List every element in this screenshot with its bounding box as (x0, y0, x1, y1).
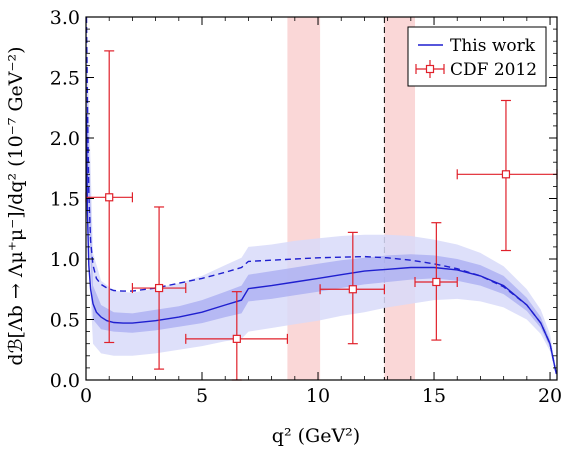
legend-cdf-label: CDF 2012 (450, 60, 537, 80)
theory-band-outer (86, 17, 557, 377)
x-tick-label: 10 (306, 385, 330, 407)
x-tick-label: 0 (80, 385, 92, 407)
cdf-point-6 (456, 99, 558, 252)
legend: This work CDF 2012 (407, 26, 547, 87)
cdf-data-points (85, 50, 558, 381)
axis-ticks: 0 5 10 15 20 0.0 0.5 1.0 1.5 2.0 2.5 3.0 (50, 7, 562, 407)
cdf-point-2 (131, 206, 187, 370)
vetoed-regions (287, 17, 416, 380)
cdf-point-5 (414, 222, 458, 341)
x-axis-label: q² (GeV²) (272, 425, 360, 447)
x-tick-label: 15 (422, 385, 446, 407)
theory-band-inner (86, 65, 557, 376)
vetoed-region-1 (287, 17, 321, 380)
y-axis-label: dℬ[Λb → Λμ⁺μ⁻]/dq² (10⁻⁷ GeV⁻²) (5, 46, 27, 365)
y-tick-label: 0.5 (50, 310, 80, 332)
dashed-curve (85, 16, 557, 375)
y-tick-label: 0.0 (50, 370, 80, 392)
x-tick-label: 20 (538, 385, 562, 407)
cdf-point-1 (85, 50, 134, 344)
y-tick-label: 1.0 (50, 249, 80, 271)
y-tick-label: 2.0 (50, 128, 80, 150)
legend-cdf-swatch (415, 60, 445, 78)
theory-bands (86, 17, 557, 377)
y-tick-label: 2.5 (50, 68, 80, 90)
y-tick-label: 3.0 (50, 7, 80, 29)
legend-this-work-label: This work (450, 36, 536, 56)
theory-curves (85, 16, 557, 375)
y-tick-label: 1.5 (50, 189, 80, 211)
cdf-point-4 (319, 231, 385, 345)
x-tick-label: 5 (196, 385, 208, 407)
legend-box (407, 26, 547, 87)
